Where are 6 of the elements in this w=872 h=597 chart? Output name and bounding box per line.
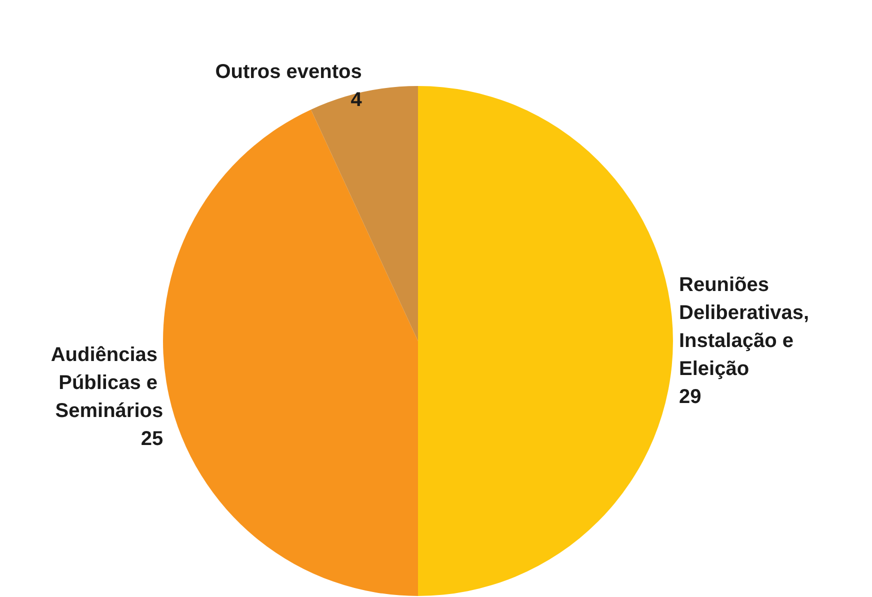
data-label: 25 <box>140 428 164 450</box>
data-label: 29 <box>679 386 702 408</box>
slice-label: Outros eventos <box>215 61 362 84</box>
slice-label: Reuniões Deliberativas, Instalação e Eleição <box>679 274 815 380</box>
slice-label: Audiências Públicas e Seminários <box>50 344 164 422</box>
data-label: 4 <box>350 89 363 112</box>
